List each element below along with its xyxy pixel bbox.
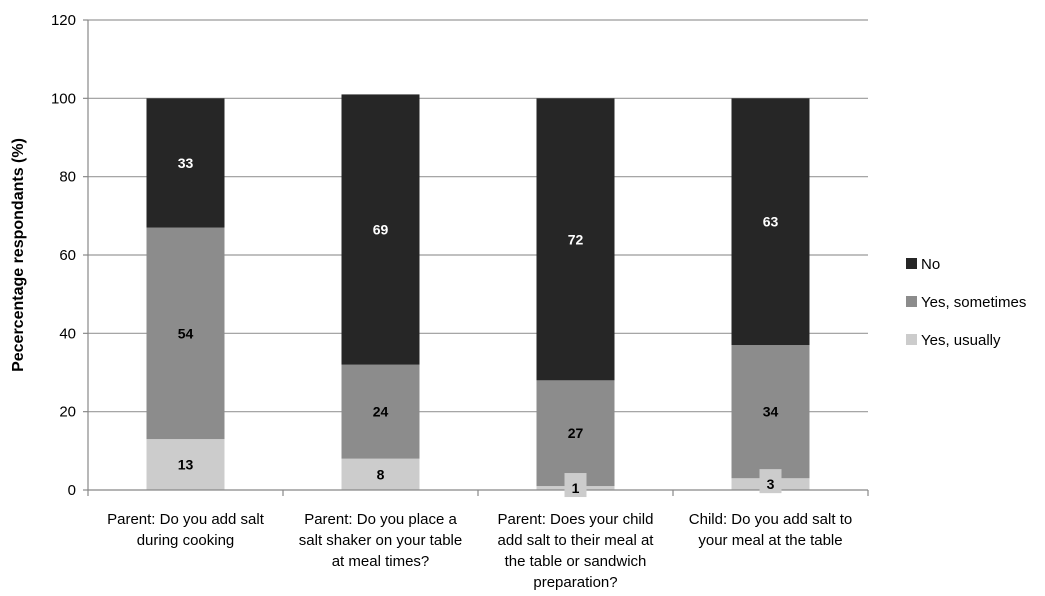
data-label: 27	[568, 425, 584, 441]
x-category-label-line: at meal times?	[332, 553, 430, 570]
data-label: 8	[377, 466, 385, 482]
legend: No Yes, sometimes Yes, usually	[906, 256, 1026, 349]
x-category-label-line: Parent: Do you add salt	[107, 511, 265, 528]
legend-label: Yes, usually	[921, 332, 1001, 349]
data-labels: 13 54 33 8 24 69 1 27 72 3 34 63	[178, 155, 782, 498]
y-tick-label: 0	[68, 482, 76, 499]
x-category-label-line: salt shaker on your table	[299, 532, 462, 549]
bar-segment	[341, 458, 420, 490]
bar-segment	[146, 98, 225, 228]
data-label: 24	[373, 404, 389, 420]
x-category-label: Child: Do you add salt to your meal at th…	[689, 511, 852, 549]
legend-swatch	[906, 258, 917, 269]
bar-segment	[341, 364, 420, 459]
bar-segment	[146, 439, 225, 490]
bar-segment	[536, 98, 615, 381]
y-axis-label: Pecercentage respondants (%)	[10, 138, 27, 372]
x-category-label-line: preparation?	[533, 574, 617, 591]
data-label: 1	[572, 480, 580, 496]
x-category-label: Parent: Does your child add salt to their…	[498, 511, 655, 591]
x-category-labels: Parent: Do you add salt during cookingPar…	[107, 511, 852, 591]
x-category-label: Parent: Do you add salt during cooking	[107, 511, 265, 549]
data-label: 34	[763, 404, 779, 420]
legend-label: Yes, sometimes	[921, 294, 1026, 311]
legend-swatch	[906, 296, 917, 307]
x-category-label-line: Parent: Does your child	[498, 511, 654, 528]
data-label: 3	[767, 476, 775, 492]
bar-segment	[731, 98, 810, 346]
bar-segment	[536, 380, 615, 487]
x-category-label: Parent: Do you place a salt shaker on you…	[299, 511, 462, 570]
y-tick-label: 80	[59, 169, 76, 186]
data-label: 63	[763, 214, 779, 230]
y-tick-label: 20	[59, 404, 76, 421]
y-tick-label: 40	[59, 325, 76, 342]
y-tick-label: 120	[51, 12, 76, 29]
data-label: 13	[178, 457, 194, 473]
x-category-label-line: add salt to their meal at	[498, 532, 655, 549]
data-label: 72	[568, 231, 584, 247]
bar-segment	[341, 94, 420, 365]
x-category-label-line: Child: Do you add salt to	[689, 511, 852, 528]
x-category-label-line: your meal at the table	[698, 532, 842, 549]
y-tick-label: 100	[51, 90, 76, 107]
legend-label: No	[921, 256, 940, 273]
data-label-box	[564, 473, 587, 498]
data-label-box	[759, 469, 782, 494]
bars	[146, 94, 810, 490]
data-label: 54	[178, 325, 194, 341]
y-tick-labels: 0 20 40 60 80 100 120	[51, 12, 76, 499]
x-category-label-line: Parent: Do you place a	[304, 511, 457, 528]
data-label: 69	[373, 222, 389, 238]
data-label: 33	[178, 155, 194, 171]
axes	[83, 19, 869, 496]
x-category-label-line: the table or sandwich	[505, 553, 647, 570]
bar-segment	[731, 345, 810, 479]
legend-swatch	[906, 334, 917, 345]
x-category-label-line: during cooking	[137, 532, 235, 549]
y-tick-label: 60	[59, 247, 76, 264]
bar-segment	[146, 227, 225, 440]
